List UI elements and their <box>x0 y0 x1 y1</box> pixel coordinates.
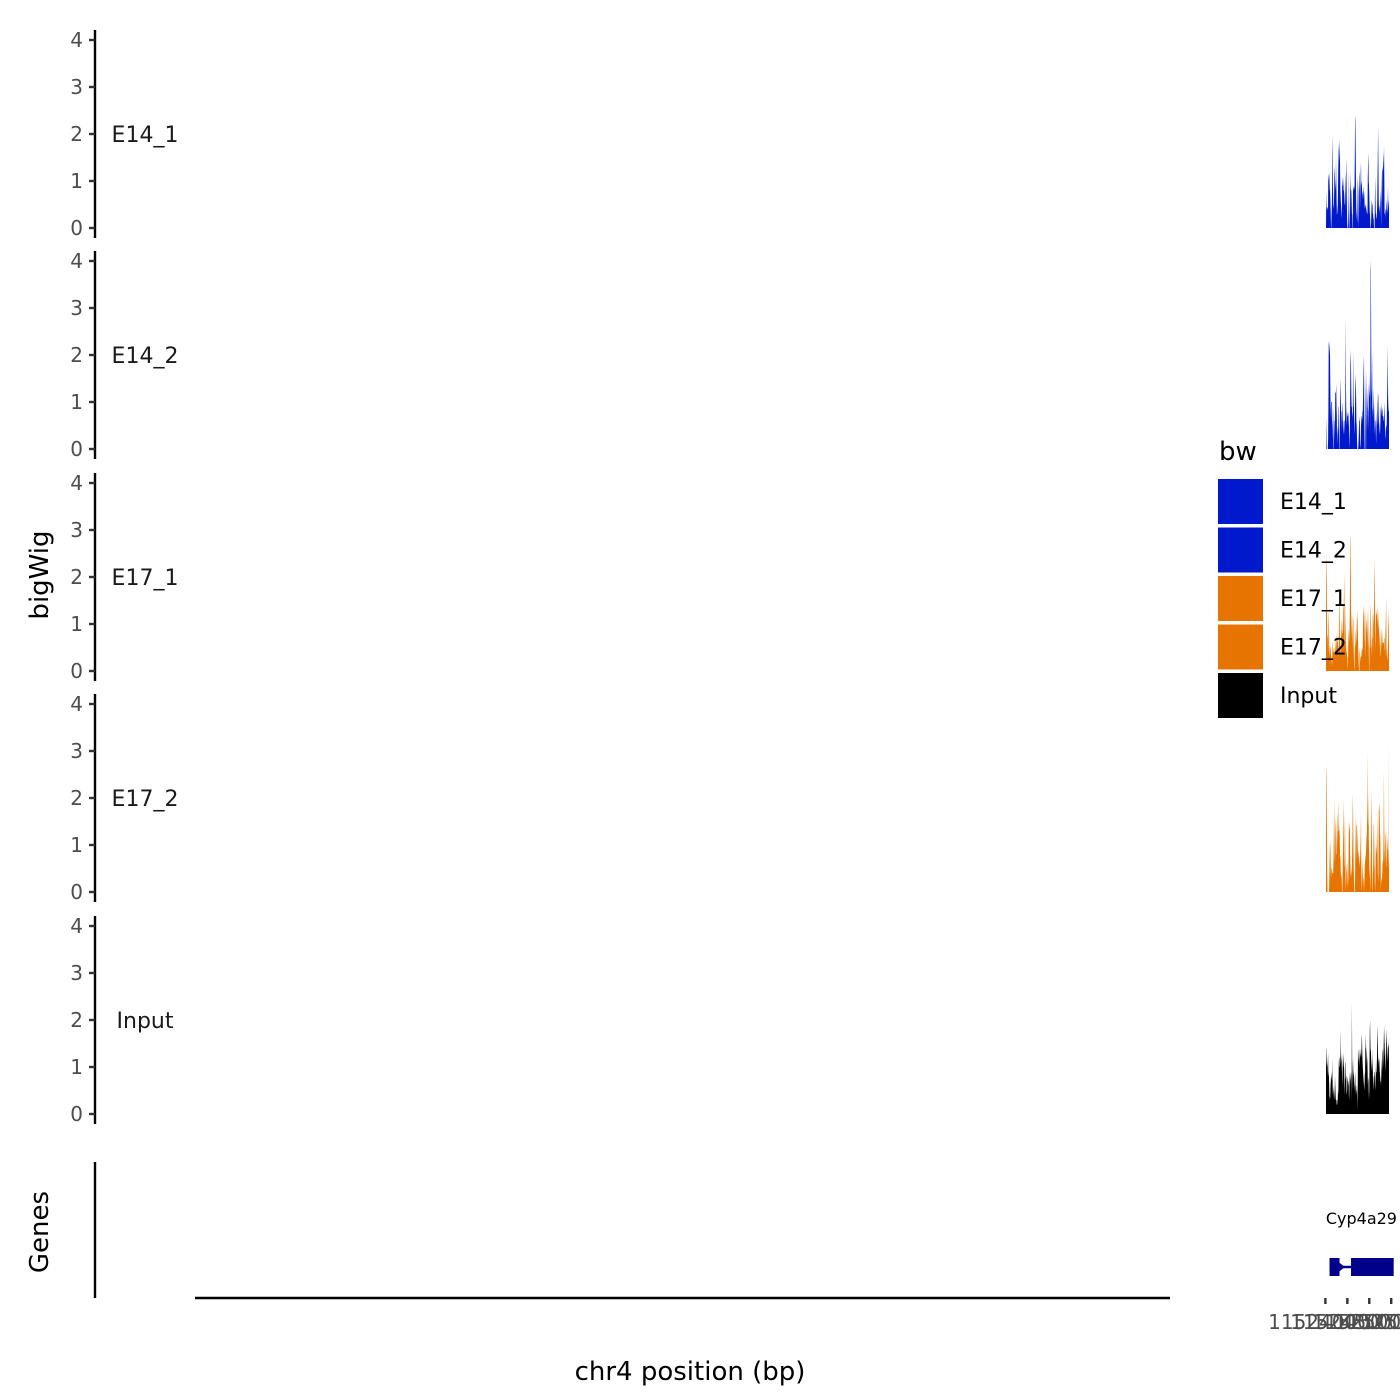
signal-area-E14_1 <box>1326 115 1389 228</box>
x-tick-label: 115255000 <box>1334 1310 1400 1334</box>
y-tick-label: 2 <box>70 122 83 146</box>
signal-area-E17_2 <box>1326 741 1389 892</box>
y-tick-label: 3 <box>70 739 83 763</box>
track-E14_1: 0 1 2 3 4 E14_1 <box>70 28 1389 240</box>
gene-exon <box>1383 1258 1394 1276</box>
track-label: E14_1 <box>112 123 179 148</box>
gene-exon <box>1351 1258 1362 1276</box>
y-tick-label: 3 <box>70 296 83 320</box>
legend-swatch <box>1218 673 1263 718</box>
legend-swatch <box>1218 624 1263 670</box>
legend-swatch <box>1218 576 1263 621</box>
y-tick-label: 2 <box>70 1008 83 1032</box>
y-tick-label: 0 <box>70 1102 83 1126</box>
legend-swatch <box>1218 479 1263 524</box>
track-label: E14_2 <box>112 344 179 369</box>
track-label: Input <box>117 1009 174 1034</box>
track-E17_2: 0 1 2 3 4 E17_2 <box>70 692 1389 904</box>
y-tick-label: 4 <box>70 914 83 938</box>
legend-item-Input: Input <box>1218 673 1337 718</box>
y-tick-label: 2 <box>70 343 83 367</box>
x-tick-label: 115240000 <box>1268 1310 1383 1334</box>
track-Input: 0 1 2 3 4 Input <box>70 914 1389 1126</box>
track-label: E17_2 <box>112 787 179 812</box>
legend-label: E14_2 <box>1280 539 1347 564</box>
y-tick-label: 4 <box>70 28 83 52</box>
y-tick-label: 2 <box>70 565 83 589</box>
legend-title: bw <box>1219 437 1257 467</box>
y-tick-label: 1 <box>70 833 83 857</box>
legend: bw E14_1 E14_2 E17_1 E17_2 Input <box>1218 437 1347 718</box>
y-tick-label: 0 <box>70 437 83 461</box>
legend-label: Input <box>1280 684 1337 709</box>
gene-exon <box>1369 1258 1380 1276</box>
signal-area-Input <box>1326 1001 1389 1114</box>
x-axis-title: chr4 position (bp) <box>575 1357 806 1387</box>
signal-area-E17_1 <box>1326 534 1389 671</box>
y-axis-title: bigWig <box>25 530 55 619</box>
gene-exon <box>1329 1258 1340 1276</box>
legend-label: E17_2 <box>1280 636 1347 661</box>
y-tick-label: 0 <box>70 659 83 683</box>
y-tick-label: 1 <box>70 1055 83 1079</box>
track-E17_1: 0 1 2 3 4 E17_1 <box>70 471 1389 683</box>
y-tick-label: 4 <box>70 249 83 273</box>
y-tick-label: 4 <box>70 692 83 716</box>
track-E14_2: 0 1 2 3 4 E14_2 <box>70 249 1389 461</box>
y-tick-label: 4 <box>70 471 83 495</box>
signal-tracks: 0 1 2 3 4 E14_1 0 1 2 3 4 E14_2 0 1 2 3 4 E17_1 0 1 2 3 4 E17_2… <box>70 28 1389 1126</box>
legend-label: E14_1 <box>1280 490 1347 515</box>
y-tick-label: 3 <box>70 518 83 542</box>
legend-item-E17_2: E17_2 <box>1218 624 1347 670</box>
legend-item-E17_1: E17_1 <box>1218 576 1347 621</box>
y-tick-label: 1 <box>70 169 83 193</box>
y-tick-label: 1 <box>70 612 83 636</box>
genes-axis-title: Genes <box>25 1191 55 1273</box>
y-tick-label: 1 <box>70 390 83 414</box>
legend-swatch <box>1218 527 1263 573</box>
track-label: E17_1 <box>112 566 179 591</box>
gene-name-label: Cyp4a29 <box>1326 1209 1397 1228</box>
x-axis: 115240000115245000115250000115255000 <box>195 1296 1400 1334</box>
x-tick-label: 115245000 <box>1290 1310 1400 1334</box>
gene-exon <box>1376 1258 1387 1276</box>
genes-panel: Cyp4a29 <box>93 1162 1397 1298</box>
legend-item-E14_1: E14_1 <box>1218 479 1347 524</box>
y-tick-label: 0 <box>70 216 83 240</box>
x-tick-label: 115250000 <box>1312 1310 1400 1334</box>
y-tick-label: 2 <box>70 786 83 810</box>
y-tick-label: 3 <box>70 75 83 99</box>
legend-label: E17_1 <box>1280 587 1347 612</box>
y-tick-label: 3 <box>70 961 83 985</box>
signal-area-E14_2 <box>1326 261 1389 449</box>
legend-item-E14_2: E14_2 <box>1218 527 1347 573</box>
y-tick-label: 0 <box>70 880 83 904</box>
